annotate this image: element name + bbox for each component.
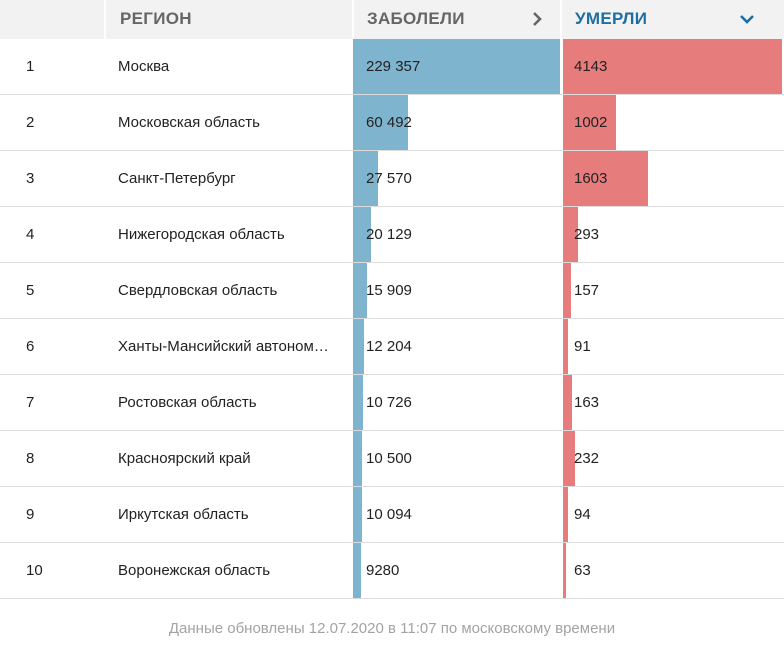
row-region: Московская область — [118, 114, 260, 131]
deaths-bar — [563, 319, 568, 374]
row-rank: 8 — [26, 450, 35, 467]
deaths-bar — [563, 543, 566, 598]
cases-value: 27 570 — [366, 170, 412, 187]
row-rank: 9 — [26, 506, 35, 523]
cases-bar — [353, 319, 364, 374]
deaths-bar — [563, 487, 568, 542]
deaths-value: 1603 — [574, 170, 608, 187]
table-header: РЕГИОН ЗАБОЛЕЛИ УМЕРЛИ — [0, 0, 784, 39]
header-deaths-sort[interactable]: УМЕРЛИ — [560, 0, 784, 39]
row-rank: 7 — [26, 394, 35, 411]
cases-bar — [353, 543, 361, 598]
deaths-bar — [563, 151, 648, 206]
row-rank: 10 — [26, 562, 43, 579]
update-note: Данные обновлены 12.07.2020 в 11:07 по м… — [168, 620, 616, 637]
row-region: Санкт-Петербург — [118, 170, 236, 187]
deaths-value: 91 — [574, 338, 591, 355]
cases-bar — [353, 487, 362, 542]
cases-bar — [353, 207, 371, 262]
deaths-value: 293 — [574, 226, 600, 243]
cases-value: 229 357 — [366, 58, 421, 75]
table-row[interactable]: 8 Красноярский край 10 500 232 — [0, 431, 784, 487]
cases-value: 12 204 — [366, 338, 412, 355]
row-region: Ханты-Мансийский автоном… — [118, 338, 329, 355]
row-region: Красноярский край — [118, 450, 251, 467]
row-region: Свердловская область — [118, 282, 278, 299]
table-row[interactable]: 3 Санкт-Петербург 27 570 1603 — [0, 151, 784, 207]
row-region: Нижегородская область — [118, 226, 285, 243]
table-row[interactable]: 9 Иркутская область 10 094 94 — [0, 487, 784, 543]
cases-value: 9280 — [366, 562, 400, 579]
header-region[interactable]: РЕГИОН — [104, 0, 352, 39]
row-rank: 6 — [26, 338, 35, 355]
chevron-right-icon — [528, 0, 546, 37]
row-region: Иркутская область — [118, 506, 249, 523]
cases-bar — [353, 151, 378, 206]
cases-value: 15 909 — [366, 282, 412, 299]
deaths-bar — [563, 431, 575, 486]
cases-value: 20 129 — [366, 226, 412, 243]
header-region-label: РЕГИОН — [120, 9, 192, 28]
cases-value: 10 094 — [366, 506, 412, 523]
deaths-value: 232 — [574, 450, 600, 467]
table-row[interactable]: 2 Московская область 60 492 1002 — [0, 95, 784, 151]
cases-bar — [353, 263, 367, 318]
row-rank: 5 — [26, 282, 35, 299]
row-region: Москва — [118, 58, 170, 75]
table-row[interactable]: 6 Ханты-Мансийский автоном… 12 204 91 — [0, 319, 784, 375]
deaths-value: 1002 — [574, 114, 608, 131]
row-rank: 3 — [26, 170, 35, 187]
chevron-down-icon — [738, 0, 756, 37]
header-cases-label: ЗАБОЛЕЛИ — [367, 9, 465, 28]
row-rank: 4 — [26, 226, 35, 243]
deaths-value: 4143 — [574, 58, 608, 75]
cases-bar — [353, 95, 408, 150]
deaths-bar — [563, 39, 782, 94]
row-rank: 1 — [26, 58, 35, 75]
cases-value: 10 726 — [366, 394, 412, 411]
cases-bar — [353, 375, 363, 430]
deaths-bar — [563, 95, 616, 150]
cases-value: 60 492 — [366, 114, 412, 131]
cases-bar — [353, 431, 362, 486]
deaths-value: 163 — [574, 394, 600, 411]
table-row[interactable]: 4 Нижегородская область 20 129 293 — [0, 207, 784, 263]
header-deaths-label: УМЕРЛИ — [575, 9, 648, 28]
table-row[interactable]: 10 Воронежская область 9280 63 — [0, 543, 784, 599]
header-rank — [0, 0, 104, 39]
deaths-bar — [563, 207, 578, 262]
table-body: 1 Москва 229 357 4143 2 Московская область 60 … — [0, 39, 784, 599]
deaths-value: 63 — [574, 562, 591, 579]
deaths-value: 157 — [574, 282, 600, 299]
cases-bar — [353, 39, 560, 94]
deaths-bar — [563, 263, 571, 318]
cases-value: 10 500 — [366, 450, 412, 467]
deaths-bar — [563, 375, 572, 430]
table-row[interactable]: 5 Свердловская область 15 909 157 — [0, 263, 784, 319]
table-row[interactable]: 1 Москва 229 357 4143 — [0, 39, 784, 95]
table-row[interactable]: 7 Ростовская область 10 726 163 — [0, 375, 784, 431]
covid-regions-table: РЕГИОН ЗАБОЛЕЛИ УМЕРЛИ 1 Москва 229 357 414… — [0, 0, 784, 599]
header-cases-sort[interactable]: ЗАБОЛЕЛИ — [352, 0, 560, 39]
row-rank: 2 — [26, 114, 35, 131]
row-region: Воронежская область — [118, 562, 271, 579]
deaths-value: 94 — [574, 506, 591, 523]
row-region: Ростовская область — [118, 394, 257, 411]
